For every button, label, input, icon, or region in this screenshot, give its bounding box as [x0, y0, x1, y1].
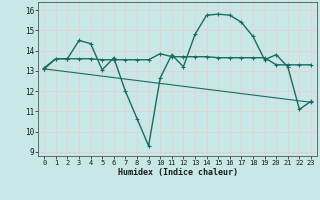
X-axis label: Humidex (Indice chaleur): Humidex (Indice chaleur) — [118, 168, 238, 177]
